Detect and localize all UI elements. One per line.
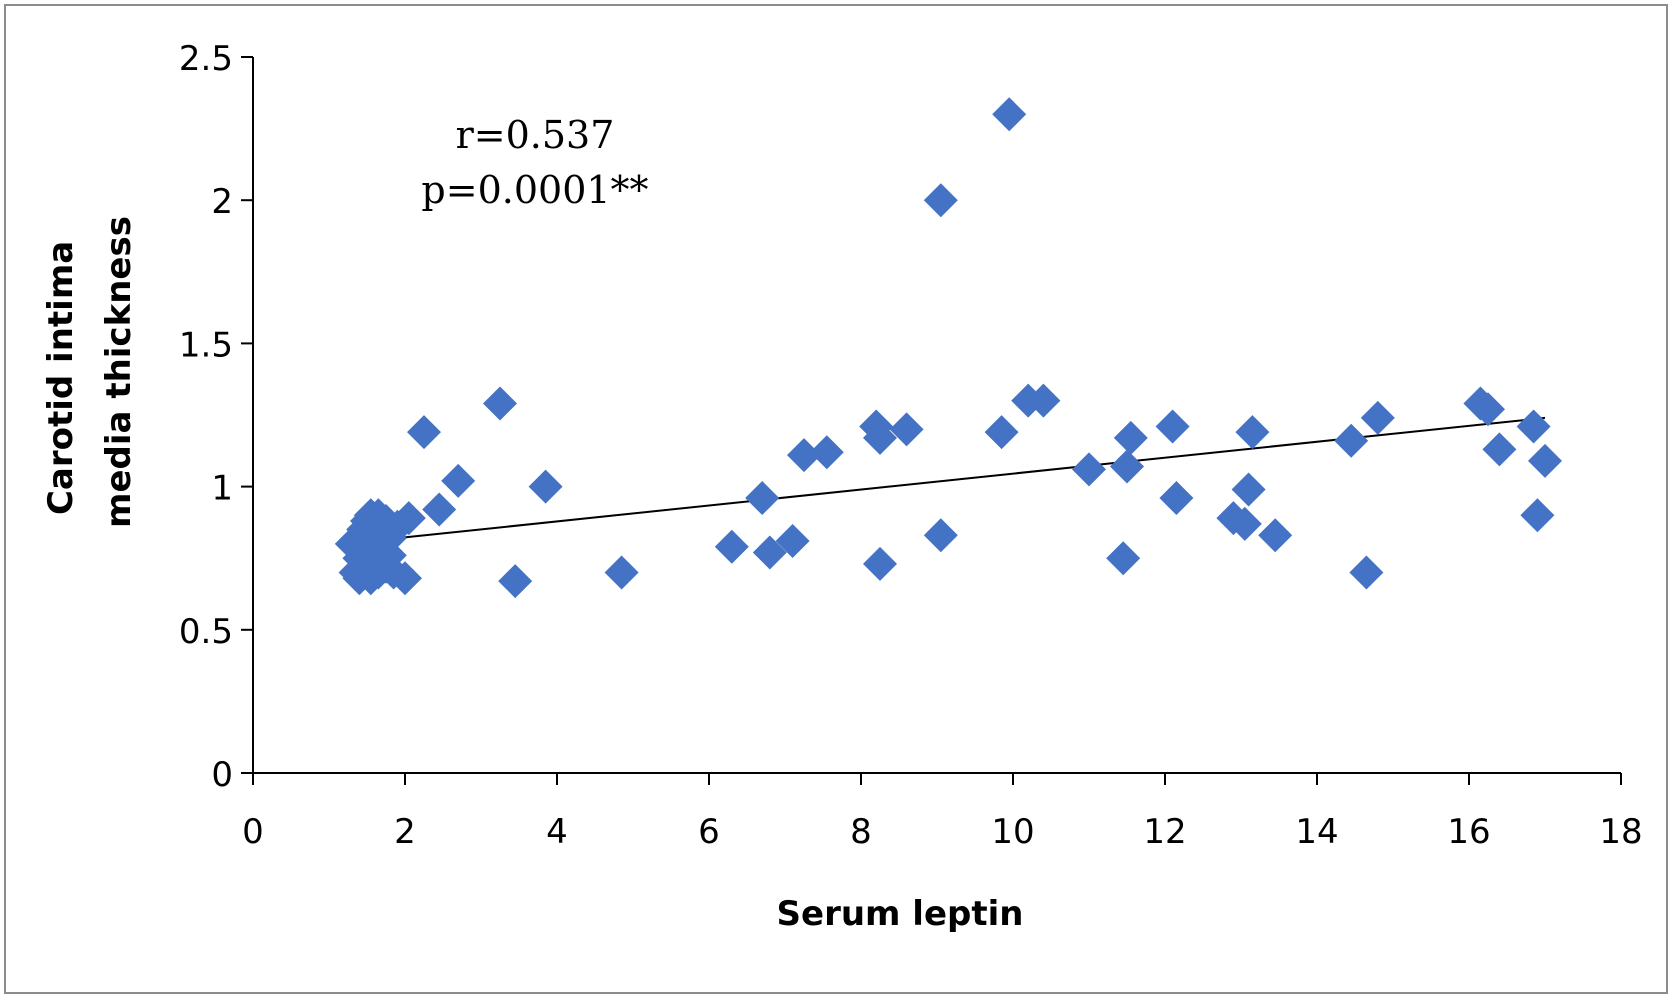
data-point bbox=[441, 463, 476, 498]
data-point bbox=[1520, 498, 1555, 533]
data-point bbox=[407, 415, 441, 450]
data-point bbox=[1110, 449, 1144, 484]
x-tick-label: 8 bbox=[850, 812, 872, 852]
annotation-r-value: r=0.537 bbox=[456, 113, 615, 157]
chart-frame bbox=[4, 4, 1668, 994]
data-point bbox=[498, 564, 533, 599]
data-point bbox=[1334, 423, 1369, 458]
y-axis-title-line-2: media thickness bbox=[99, 216, 139, 528]
data-point bbox=[889, 412, 924, 447]
y-axis: 0 0.5 1 1.5 2 2.5 bbox=[179, 39, 254, 795]
data-point bbox=[1227, 506, 1262, 541]
data-point bbox=[984, 415, 1019, 450]
data-point bbox=[1258, 518, 1293, 553]
annotation-p-value: p=0.0001** bbox=[421, 168, 648, 212]
y-tick-label: 1 bbox=[211, 469, 233, 509]
x-tick-label: 10 bbox=[991, 812, 1034, 852]
trendline-group bbox=[397, 416, 1546, 540]
data-point bbox=[714, 529, 749, 564]
data-point bbox=[1026, 383, 1061, 418]
data-point bbox=[483, 386, 517, 421]
y-tick-label: 2.5 bbox=[179, 39, 233, 79]
data-point bbox=[391, 501, 426, 536]
data-point bbox=[1231, 472, 1266, 507]
data-point bbox=[1113, 420, 1148, 455]
x-tick-label: 2 bbox=[394, 812, 416, 852]
data-point bbox=[388, 561, 422, 596]
data-point bbox=[380, 509, 415, 544]
data-point bbox=[1349, 555, 1384, 590]
y-axis-title-line-1: Carotid intima bbox=[41, 241, 81, 515]
data-points bbox=[334, 97, 1562, 599]
x-tick-label: 16 bbox=[1447, 812, 1490, 852]
y-tick-label: 0 bbox=[211, 755, 233, 795]
trendline bbox=[397, 416, 1546, 540]
data-point bbox=[775, 524, 810, 559]
data-point bbox=[745, 481, 780, 516]
x-tick-label: 12 bbox=[1143, 812, 1186, 852]
data-point bbox=[1471, 392, 1505, 427]
data-point bbox=[923, 518, 958, 553]
data-point bbox=[1482, 432, 1517, 467]
data-point bbox=[1106, 541, 1141, 576]
data-point bbox=[422, 492, 457, 527]
x-tick-label: 14 bbox=[1295, 812, 1338, 852]
data-point bbox=[809, 435, 844, 470]
x-axis: 0 2 4 6 8 10 12 14 16 18 bbox=[242, 772, 1643, 852]
x-tick-label: 18 bbox=[1599, 812, 1642, 852]
data-point bbox=[923, 183, 958, 218]
x-axis-title: Serum leptin bbox=[777, 894, 1024, 934]
data-point bbox=[604, 555, 639, 590]
data-point bbox=[752, 535, 787, 570]
data-point bbox=[528, 469, 563, 504]
data-point bbox=[1528, 443, 1562, 478]
data-point bbox=[787, 438, 821, 473]
data-point bbox=[1155, 409, 1190, 444]
data-point bbox=[863, 420, 897, 455]
data-point bbox=[1360, 400, 1395, 435]
data-point bbox=[1516, 409, 1551, 444]
data-point bbox=[1072, 452, 1106, 487]
y-axis-title: Carotid intima media thickness bbox=[41, 216, 139, 528]
y-tick-label: 1.5 bbox=[179, 325, 233, 365]
x-tick-label: 0 bbox=[242, 812, 264, 852]
x-tick-label: 4 bbox=[546, 812, 568, 852]
data-point bbox=[992, 97, 1027, 132]
data-point bbox=[1235, 415, 1270, 450]
data-point bbox=[1159, 481, 1194, 516]
x-tick-label: 6 bbox=[698, 812, 720, 852]
y-tick-label: 0.5 bbox=[179, 612, 233, 652]
y-tick-label: 2 bbox=[211, 182, 233, 222]
data-point bbox=[863, 546, 897, 581]
